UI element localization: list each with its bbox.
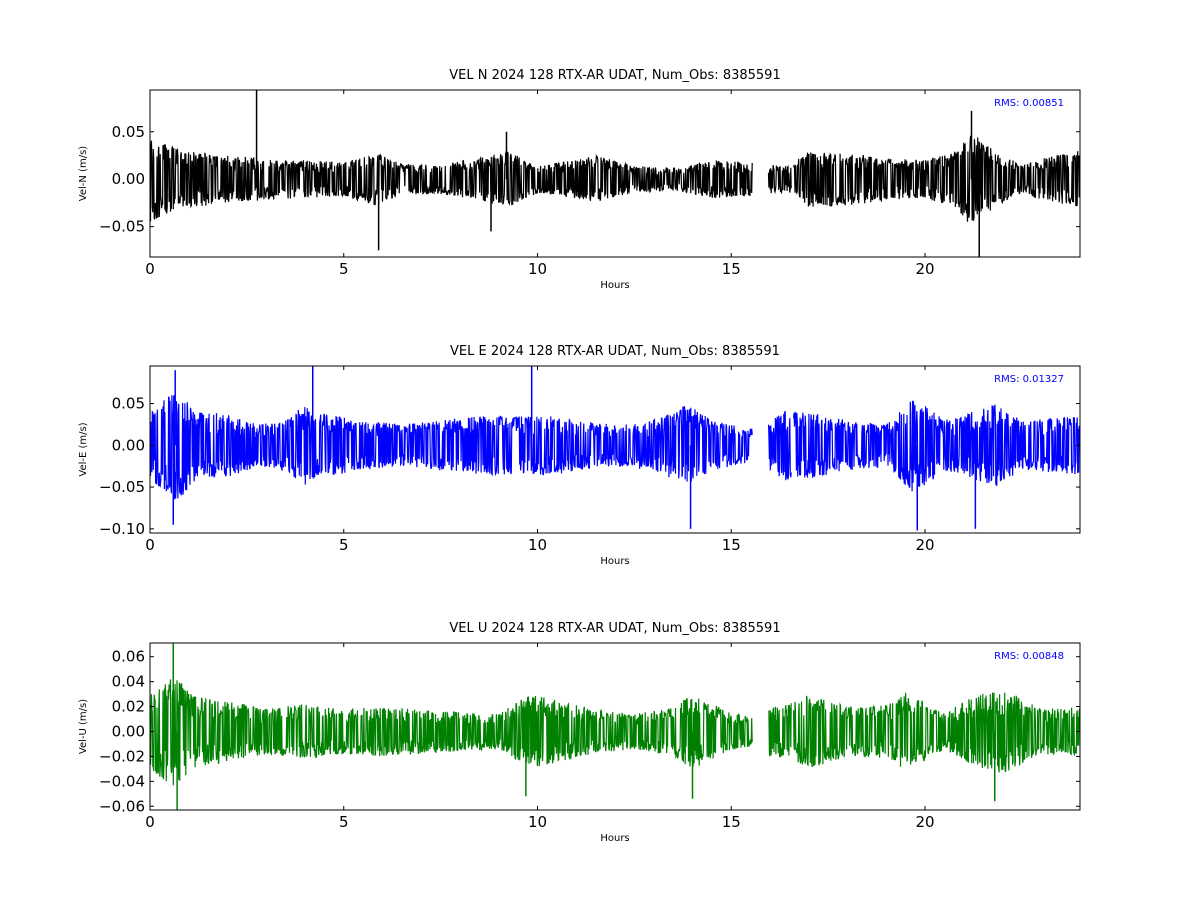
plot-frame (149, 642, 1081, 811)
x-axis-label: Hours (600, 833, 629, 844)
y-axis-label: Vel-U (m/s) (78, 699, 89, 754)
y-tick-label: −0.02 (99, 747, 145, 765)
chart-title: VEL E 2024 128 RTX-AR UDAT, Num_Obs: 838… (450, 344, 780, 359)
y-tick-label: 0.00 (112, 436, 145, 454)
y-tick-label: 0.05 (112, 395, 145, 413)
x-tick-label: 20 (915, 813, 934, 831)
x-tick-label: 0 (145, 813, 155, 831)
x-tick-label: 5 (339, 813, 349, 831)
x-tick-label: 15 (722, 260, 741, 278)
chart-panel-e: 0 5 10 15 20 −0.10 −0.05 0.00 0.05 VEL E 2024 128… (78, 344, 1081, 567)
y-tick-label: −0.10 (99, 520, 145, 538)
chart-panel-n: 0 5 10 15 20 −0.05 0.00 0.05 VEL N 2024 128 RTX-… (78, 68, 1081, 291)
y-tick-label: 0.04 (112, 673, 145, 691)
x-axis-label: Hours (600, 280, 629, 291)
y-tick-label: 0.05 (112, 123, 145, 141)
x-tick-label: 15 (722, 813, 741, 831)
x-tick-label: 20 (915, 536, 934, 554)
y-axis-label: Vel-N (m/s) (78, 146, 89, 201)
rms-annotation: RMS: 0.01327 (994, 374, 1064, 385)
x-tick-label: 15 (722, 536, 741, 554)
plot-frame (149, 89, 1081, 258)
x-tick-label: 0 (145, 260, 155, 278)
y-tick-label: 0.00 (112, 722, 145, 740)
y-tick-label: −0.06 (99, 797, 145, 815)
x-tick-label: 20 (915, 260, 934, 278)
signal-line (150, 395, 1080, 500)
y-axis-label: Vel-E (m/s) (78, 422, 89, 476)
signal-line (150, 679, 1080, 786)
rms-annotation: RMS: 0.00848 (994, 651, 1064, 662)
x-tick-label: 10 (528, 536, 547, 554)
x-tick-label: 0 (145, 536, 155, 554)
rms-annotation: RMS: 0.00851 (994, 98, 1064, 109)
y-tick-label: 0.02 (112, 698, 145, 716)
y-tick-label: −0.05 (99, 478, 145, 496)
chart-panel-u: 0 5 10 15 20 −0.06 −0.04 −0.02 0.00 0.02 0.04 0.06 V… (78, 621, 1081, 844)
chart-title: VEL U 2024 128 RTX-AR UDAT, Num_Obs: 838… (449, 621, 780, 636)
y-tick-label: −0.04 (99, 772, 145, 790)
y-tick-label: −0.05 (99, 218, 145, 236)
y-tick-label: 0.06 (112, 648, 145, 666)
y-tick-label: 0.00 (112, 170, 145, 188)
plot-frame (149, 365, 1081, 534)
x-tick-label: 10 (528, 813, 547, 831)
x-tick-label: 5 (339, 260, 349, 278)
x-tick-label: 10 (528, 260, 547, 278)
x-tick-label: 5 (339, 536, 349, 554)
x-axis-label: Hours (600, 556, 629, 567)
chart-title: VEL N 2024 128 RTX-AR UDAT, Num_Obs: 838… (449, 68, 780, 83)
signal-line (150, 135, 1080, 222)
